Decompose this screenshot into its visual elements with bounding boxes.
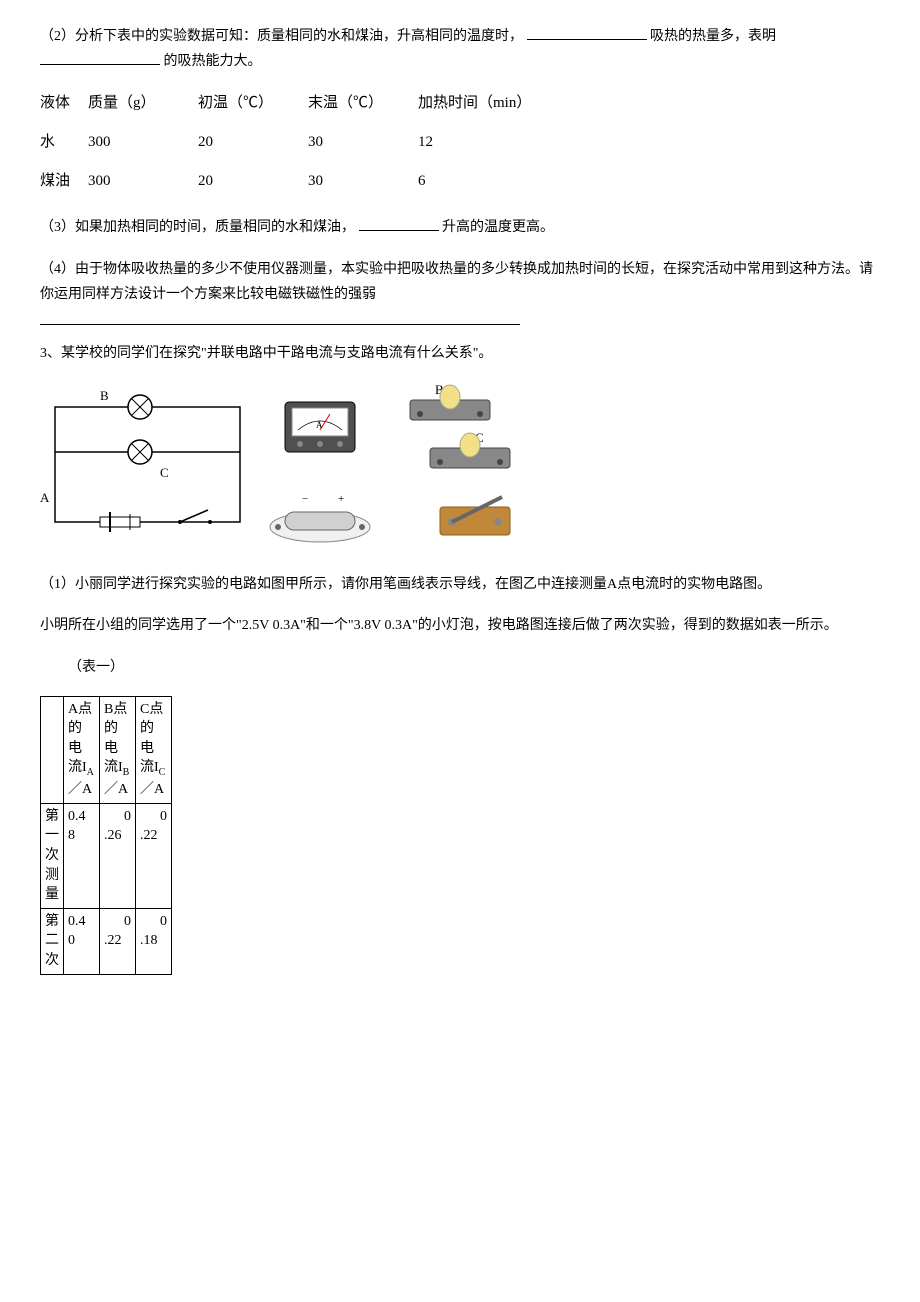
header-liquid: 液体 [40, 90, 88, 117]
question-2-text: （2）分析下表中的实验数据可知：质量相同的水和煤油，升高相同的温度时， 吸热的热… [40, 24, 880, 74]
problem-3-sub1: （1）小丽同学进行探究实验的电路如图甲所示，请你用笔画线表示导线，在图乙中连接测… [40, 572, 880, 597]
q2-blank-1 [527, 26, 647, 40]
header-empty [41, 696, 64, 803]
table-row: 水 300 20 30 12 [40, 129, 880, 156]
measurement-header-row: A点的电流IA／A B点的电流IB／A C点的电流IC／A [41, 696, 172, 803]
row2-a: 0.4 0 [64, 908, 100, 974]
cell-temp-end: 30 [308, 129, 418, 156]
table-one-label: （表一） [40, 655, 880, 680]
header-col-b: B点的电流IB／A [100, 696, 136, 803]
q2-blank-2 [40, 51, 160, 65]
svg-text:+: + [338, 493, 344, 505]
question-3-text: （3）如果加热相同的时间，质量相同的水和煤油， 升高的温度更高。 [40, 215, 880, 240]
svg-text:A: A [316, 420, 323, 430]
cell-liquid: 煤油 [40, 168, 88, 195]
measurement-row-2: 第二次 0.4 0 0 .22 0 .18 [41, 908, 172, 974]
problem-3-para2: 小明所在小组的同学选用了一个"2.5V 0.3A"和一个"3.8V 0.3A"的… [40, 613, 880, 638]
question-4-text: （4）由于物体吸收热量的多少不使用仪器测量，本实验中把吸收热量的多少转换成加热时… [40, 257, 880, 325]
header-temp-end: 末温（℃） [308, 90, 418, 117]
measurement-row-1: 第一次测量 0.4 8 0 .26 0 .22 [41, 803, 172, 908]
circuit-label-b: B [100, 388, 109, 403]
row2-c: 0 .18 [136, 908, 172, 974]
q2-middle: 吸热的热量多，表明 [650, 29, 776, 44]
row2-b: 0 .22 [100, 908, 136, 974]
table-header-row: 液体 质量（g） 初温（℃） 末温（℃） 加热时间（min） [40, 90, 880, 117]
q2-prefix: （2）分析下表中的实验数据可知：质量相同的水和煤油，升高相同的温度时， [40, 29, 523, 44]
row1-c: 0 .22 [136, 803, 172, 908]
circuit-label-c: C [160, 465, 169, 480]
header-mass: 质量（g） [88, 90, 198, 117]
q4-text: （4）由于物体吸收热量的多少不使用仪器测量，本实验中把吸收热量的多少转换成加热时… [40, 262, 873, 302]
header-time: 加热时间（min） [418, 90, 558, 117]
table-row: 煤油 300 20 30 6 [40, 168, 880, 195]
cell-liquid: 水 [40, 129, 88, 156]
measurement-table: A点的电流IA／A B点的电流IB／A C点的电流IC／A 第一次测量 0.4 … [40, 696, 172, 975]
cell-temp-init: 20 [198, 168, 308, 195]
header-col-a: A点的电流IA／A [64, 696, 100, 803]
q3-blank [359, 217, 439, 231]
row1-a: 0.4 8 [64, 803, 100, 908]
q2-suffix: 的吸热能力大。 [164, 54, 262, 69]
cell-temp-init: 20 [198, 129, 308, 156]
cell-mass: 300 [88, 129, 198, 156]
q3-prefix: （3）如果加热相同的时间，质量相同的水和煤油， [40, 220, 355, 235]
circuit-diagram: B C A A − + B [40, 382, 540, 552]
cell-time: 6 [418, 168, 558, 195]
problem-3-intro: 3、某学校的同学们在探究"并联电路中干路电流与支路电流有什么关系"。 [40, 341, 880, 366]
heat-data-table: 液体 质量（g） 初温（℃） 末温（℃） 加热时间（min） 水 300 20 … [40, 90, 880, 195]
circuit-label-a: A [40, 490, 50, 505]
circuit-svg: B C A A − + B [40, 382, 540, 552]
q4-blank [40, 311, 520, 325]
header-col-c: C点的电流IC／A [136, 696, 172, 803]
row2-label: 第二次 [41, 908, 64, 974]
cell-time: 12 [418, 129, 558, 156]
cell-mass: 300 [88, 168, 198, 195]
q3-suffix: 升高的温度更高。 [442, 220, 554, 235]
svg-text:−: − [302, 493, 308, 505]
cell-temp-end: 30 [308, 168, 418, 195]
row1-b: 0 .26 [100, 803, 136, 908]
header-temp-init: 初温（℃） [198, 90, 308, 117]
row1-label: 第一次测量 [41, 803, 64, 908]
